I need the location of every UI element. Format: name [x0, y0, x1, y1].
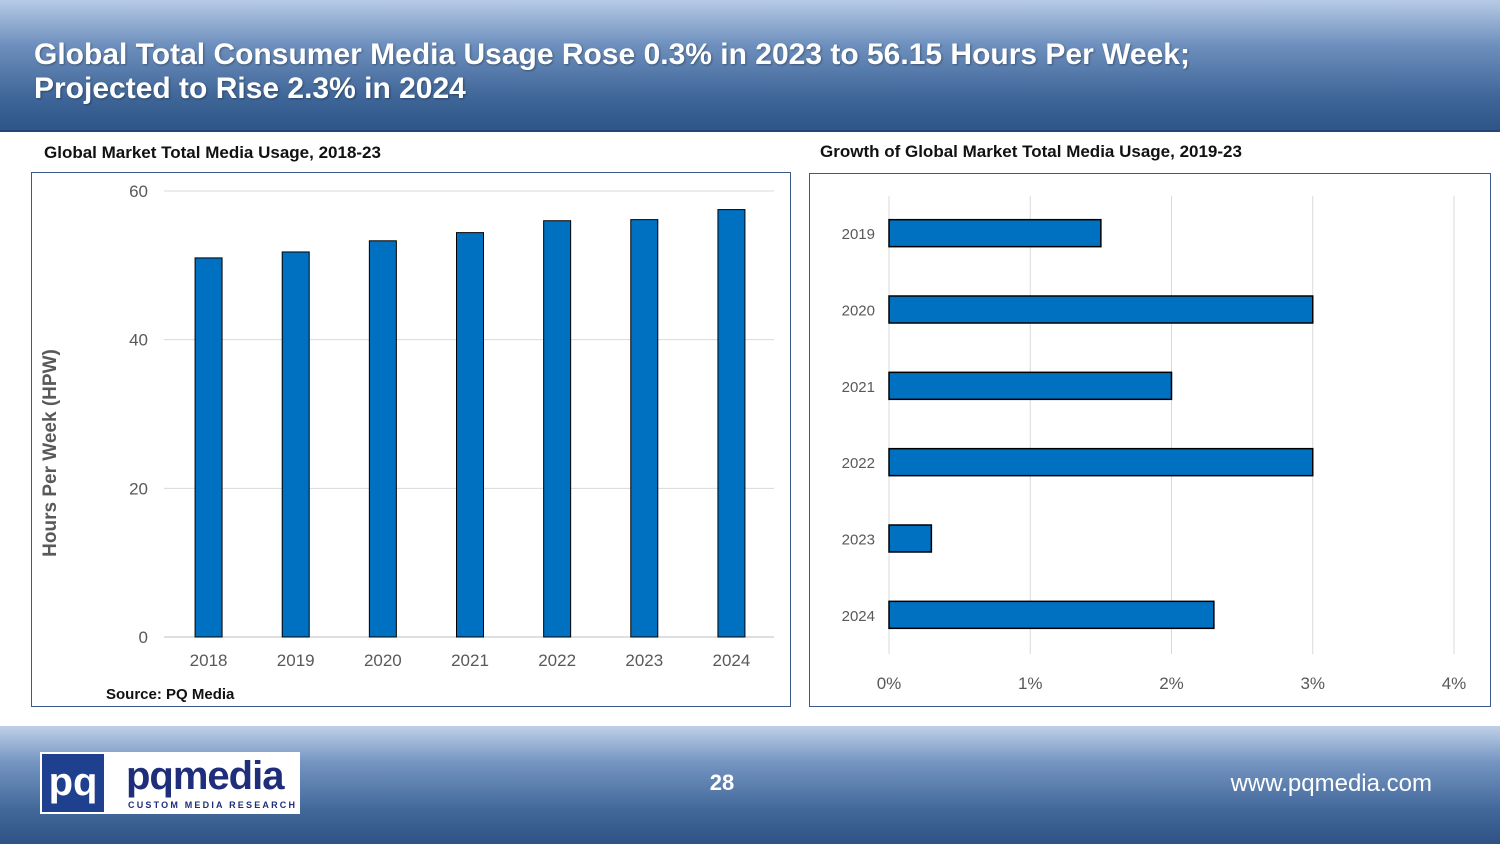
- bar-2022: [888, 447, 1314, 477]
- y-tick-label: 2023: [842, 532, 875, 549]
- y-tick-label: 2020: [842, 303, 875, 320]
- x-tick-label: 4%: [1442, 674, 1467, 693]
- y-tick-label: 20: [129, 479, 148, 498]
- bar-2023: [630, 219, 659, 638]
- x-tick-label: 2018: [190, 651, 228, 670]
- x-tick-label: 3%: [1300, 674, 1325, 693]
- y-tick-label: 40: [129, 331, 148, 350]
- y-tick-label: 0: [139, 628, 148, 647]
- x-tick-label: 0%: [877, 674, 902, 693]
- right-chart-panel: 0% 1% 2% 3% 4% 2019 2020 2021 2022 2023 2024: [809, 173, 1491, 707]
- bar-2018: [194, 257, 223, 638]
- x-tick-label: 2019: [277, 651, 315, 670]
- logo-wordmark: pqmedia: [126, 754, 284, 798]
- website-url: www.pqmedia.com: [1230, 770, 1432, 797]
- slide-title: Global Total Consumer Media Usage Rose 0…: [34, 38, 1434, 106]
- bar-2024: [888, 600, 1215, 630]
- page-number: 28: [709, 770, 735, 795]
- chart-source-note: Source: PQ Media: [106, 686, 235, 703]
- bar-2019: [281, 251, 310, 638]
- bar-2021: [888, 371, 1173, 401]
- bar-2019: [888, 218, 1102, 248]
- y-tick-label: 2021: [842, 379, 875, 396]
- x-tick-label: 1%: [1018, 674, 1043, 693]
- x-tick-label: 2024: [713, 651, 751, 670]
- slide-title-line-2: Projected to Rise 2.3% in 2024: [34, 72, 466, 105]
- logo-tagline: CUSTOM MEDIA RESEARCH: [128, 800, 298, 810]
- right-bar-chart: 0% 1% 2% 3% 4% 2019 2020 2021 2022 2023 2024: [842, 196, 1467, 693]
- left-chart-title: Global Market Total Media Usage, 2018-23: [44, 143, 381, 162]
- bar-2020: [888, 295, 1314, 324]
- y-tick-label: 2022: [842, 455, 875, 472]
- x-tick-label: 2021: [451, 651, 489, 670]
- slide-footer: pq pqmedia CUSTOM MEDIA RESEARCH 28 www.…: [0, 726, 1500, 844]
- x-tick-label: 2022: [538, 651, 576, 670]
- slide-title-line-1: Global Total Consumer Media Usage Rose 0…: [34, 38, 1190, 71]
- y-tick-label: 2019: [842, 226, 875, 243]
- slide-header: Global Total Consumer Media Usage Rose 0…: [0, 0, 1500, 132]
- bar-2021: [456, 232, 484, 638]
- bar-2022: [543, 220, 572, 638]
- x-tick-label: 2020: [364, 651, 402, 670]
- right-chart-title: Growth of Global Market Total Media Usag…: [820, 142, 1242, 161]
- left-chart-panel: 0 20 40 60 2018 2019 2020 2021 2022 2023 2024 Hours…: [31, 172, 791, 707]
- bar-2023: [888, 524, 933, 553]
- pq-media-logo: pq pqmedia CUSTOM MEDIA RESEARCH: [40, 752, 300, 814]
- x-tick-label: 2023: [625, 651, 663, 670]
- bar-2020: [368, 240, 397, 638]
- y-axis-label: Hours Per Week (HPW): [40, 349, 61, 557]
- x-tick-label: 2%: [1159, 674, 1184, 693]
- y-tick-label: 60: [129, 182, 148, 201]
- left-bar-chart: 0 20 40 60 2018 2019 2020 2021 2022 2023 2024 Hours…: [40, 182, 774, 703]
- y-tick-label: 2024: [842, 608, 875, 625]
- bar-2024: [717, 209, 746, 638]
- logo-pq-box: pq: [42, 754, 104, 812]
